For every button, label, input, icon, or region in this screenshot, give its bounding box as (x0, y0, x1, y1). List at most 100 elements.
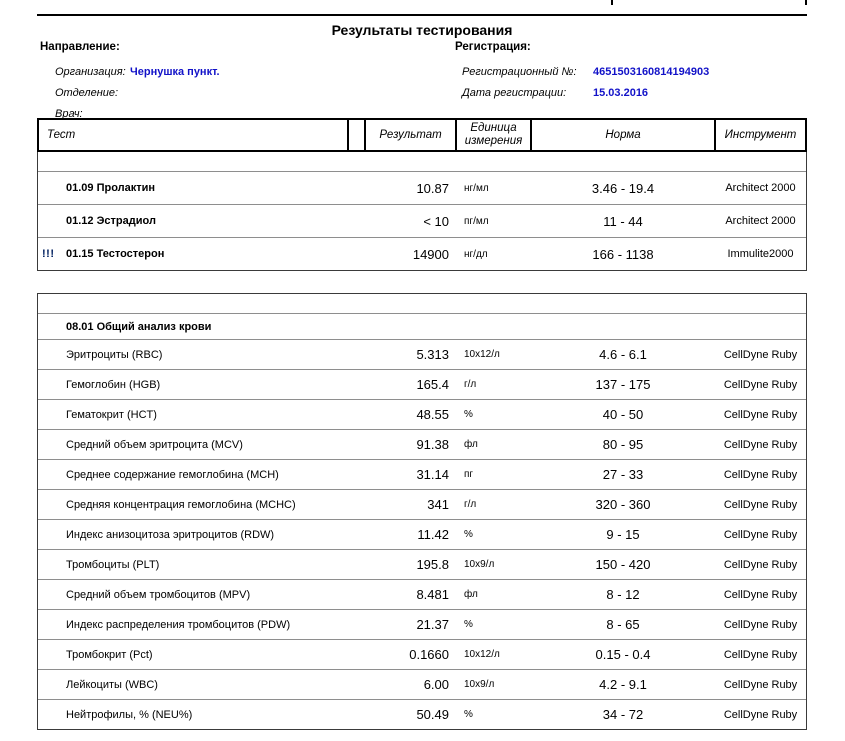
result-value: < 10 (423, 213, 449, 229)
result-value: 8.481 (416, 587, 449, 602)
norm-range: 8 - 65 (606, 617, 640, 632)
unit-value: % (464, 529, 473, 540)
instrument-name: Architect 2000 (725, 182, 796, 194)
registration-date-value: 15.03.2016 (593, 86, 649, 99)
test-name: Средний объем тромбоцитов (MPV) (66, 588, 251, 601)
page-title: Результаты тестирования (331, 22, 513, 38)
result-value: 50.49 (416, 707, 449, 722)
table-row: Средний объем эритроцита (MCV) 91.38 фл 80 … (38, 429, 806, 459)
unit-value: фл (464, 589, 478, 600)
result-value: 21.37 (416, 617, 449, 632)
instrument-name: CellDyne Ruby (723, 438, 798, 451)
table-row: Гемоглобин (HGB) 165.4 г/л 137 - 175 CellDyn… (38, 369, 806, 399)
result-value: 11.42 (417, 527, 449, 542)
norm-range: 9 - 15 (606, 527, 640, 542)
ruler-tick-icon (611, 0, 613, 5)
spacer-row (38, 152, 806, 171)
table-row: 01.09 Пролактин 10.87 нг/мл 3.46 - 19.4 Arch… (38, 171, 806, 204)
table-row: Средняя концентрация гемоглобина (MCHC) 3… (38, 489, 806, 519)
norm-range: 27 - 33 (602, 467, 644, 482)
column-header-result: Результат (366, 120, 457, 150)
unit-value: г/л (464, 499, 477, 510)
instrument-name: CellDyne Ruby (723, 408, 798, 421)
norm-range: 8 - 12 (606, 587, 640, 602)
unit-value: пг/мл (464, 215, 489, 227)
result-value: 6.00 (423, 677, 449, 692)
registration-section: Регистрация: Регистрационный №: 46515031… (455, 41, 807, 103)
instrument-name: CellDyne Ruby (723, 528, 798, 541)
column-header-norm: Норма (532, 120, 716, 150)
result-value: 0.1660 (409, 647, 449, 662)
column-header-instrument: Инструмент (724, 128, 797, 141)
table-row: 01.12 Эстрадиол < 10 пг/мл 11 - 44 Architect… (38, 204, 806, 237)
group-header-label: 08.01 Общий анализ крови (66, 320, 212, 333)
unit-value: 10x9/л (464, 559, 495, 570)
norm-range: 34 - 72 (602, 707, 644, 722)
results-block-hormones: 01.09 Пролактин 10.87 нг/мл 3.46 - 19.4 Arch… (37, 152, 807, 271)
unit-value: % (464, 619, 473, 630)
instrument-name: CellDyne Ruby (723, 648, 798, 661)
table-row: Среднее содержание гемоглобина (MCH) 31.1… (38, 459, 806, 489)
test-name: Тромбокрит (Pct) (66, 648, 153, 661)
unit-value: фл (464, 439, 478, 450)
norm-range: 4.6 - 6.1 (599, 347, 647, 362)
test-name: Среднее содержание гемоглобина (MCH) (66, 468, 279, 481)
instrument-name: CellDyne Ruby (723, 678, 798, 691)
norm-range: 11 - 44 (603, 213, 643, 229)
registration-number-label: Регистрационный №: (462, 65, 577, 78)
instrument-name: Immulite2000 (727, 248, 794, 260)
registration-date-label: Дата регистрации: (462, 86, 567, 99)
registration-date-row: Дата регистрации: 15.03.2016 (455, 82, 807, 103)
norm-range: 80 - 95 (602, 437, 644, 452)
doctor-label: Врач: (55, 107, 83, 120)
table-row: Эритроциты (RBC) 5.313 10x12/л 4.6 - 6.1 Cel… (38, 339, 806, 369)
test-name: Лейкоциты (WBC) (66, 678, 158, 691)
group-header-row: 08.01 Общий анализ крови (38, 313, 806, 339)
spacer-row (38, 294, 806, 313)
instrument-name: CellDyne Ruby (723, 588, 798, 601)
result-value: 91.38 (416, 437, 449, 452)
table-row: Нейтрофилы, % (NEU%) 50.49% 34 - 72 CellDyn… (38, 699, 806, 729)
organization-value: Чернушка пункт. (130, 65, 220, 78)
registration-number-value: 4651503160814194903 (593, 65, 710, 78)
organization-label: Организация: (55, 65, 126, 78)
test-name: 01.09 Пролактин (66, 182, 156, 194)
test-name: Гематокрит (HCT) (66, 408, 157, 421)
unit-value: 10x9/л (464, 679, 495, 690)
unit-value: 10x12/л (464, 649, 500, 660)
unit-value: % (464, 709, 473, 720)
norm-range: 166 - 1138 (592, 246, 654, 262)
report-header: Результаты тестирования Направление: Орг… (37, 20, 807, 120)
instrument-name: CellDyne Ruby (723, 618, 798, 631)
test-name: Гемоглобин (HGB) (66, 378, 161, 391)
table-row: Индекс распределения тромбоцитов (PDW) 21… (38, 609, 806, 639)
result-value: 10.87 (416, 180, 449, 196)
column-header-unit: Единица измерения (457, 120, 532, 150)
referral-section-label: Направление: (40, 41, 120, 53)
table-header-row: Тест Результат Единица измерения Норма И… (37, 118, 807, 152)
norm-range: 320 - 360 (595, 497, 651, 512)
referral-organization-row: Организация: Чернушка пункт. (40, 61, 440, 82)
instrument-name: Architect 2000 (725, 215, 796, 227)
result-value: 165.4 (416, 377, 449, 392)
instrument-name: CellDyne Ruby (723, 708, 798, 721)
abnormal-flag: !!! (42, 248, 55, 260)
test-name: Индекс распределения тромбоцитов (PDW) (66, 618, 291, 631)
test-name: Эритроциты (RBC) (66, 348, 163, 361)
registration-number-row: Регистрационный №: 4651503160814194903 (455, 61, 807, 82)
test-name: 01.15 Тестостерон (66, 248, 165, 260)
test-name: Индекс анизоцитоза эритроцитов (RDW) (66, 528, 275, 541)
instrument-name: CellDyne Ruby (723, 468, 798, 481)
norm-range: 3.46 - 19.4 (591, 180, 655, 196)
norm-range: 150 - 420 (595, 557, 651, 572)
norm-range: 137 - 175 (595, 377, 651, 392)
norm-range: 0.15 - 0.4 (595, 647, 651, 662)
result-value: 31.14 (416, 467, 449, 482)
test-name: 01.12 Эстрадиол (66, 215, 156, 227)
unit-value: % (464, 409, 473, 420)
column-header-test: Тест (39, 120, 349, 150)
result-value: 5.313 (416, 347, 449, 362)
result-value: 341 (427, 497, 449, 512)
unit-value: нг/мл (464, 182, 489, 194)
column-header-gap (349, 120, 366, 150)
